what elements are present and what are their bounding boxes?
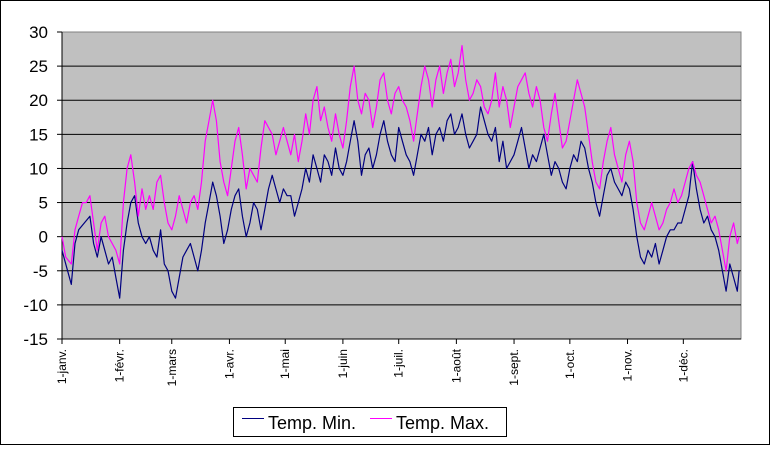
x-tick-label: 1-sept.: [507, 349, 521, 386]
legend-label-temp-max: Temp. Max.: [396, 413, 490, 433]
y-tick-label: 20: [29, 91, 48, 110]
gridlines: [62, 65, 741, 306]
legend-swatch-temp-min: [242, 418, 264, 419]
x-tick-label: 1-nov.: [621, 349, 635, 381]
y-tick-label: 10: [29, 159, 48, 178]
series-line-temp-min: [61, 106, 740, 299]
x-tick-label: 1-déc.: [676, 349, 690, 382]
x-axis: 1-janv. 1-févr. 1-mars 1-avr. 1-mai 1-juin 1-j…: [55, 338, 741, 386]
y-tick-label: -15: [23, 330, 48, 349]
x-tick-label: 1-mai: [278, 349, 292, 379]
y-tick-label: 30: [29, 23, 48, 42]
x-tick-label: 1-août: [449, 348, 463, 383]
y-tick-label: -10: [23, 296, 48, 315]
y-axis: 30 25 20 15 10 5 0 -5 -10 -15: [23, 23, 63, 349]
x-tick-label: 1-avr.: [222, 349, 236, 379]
series-lines: [61, 44, 740, 299]
x-tick-label: 1-juil.: [392, 349, 406, 378]
x-tick-label: 1-juin: [336, 349, 350, 378]
plot-area: [61, 31, 742, 340]
legend-swatch-temp-max: [370, 418, 392, 419]
y-tick-label: 5: [39, 194, 48, 213]
y-tick-label: -5: [33, 262, 48, 281]
series-line-temp-max: [61, 44, 740, 272]
y-tick-label: 0: [39, 228, 48, 247]
x-tick-label: 1-févr.: [113, 349, 127, 382]
x-tick-label: 1-oct.: [563, 349, 577, 379]
x-tick-label: 1-mars: [165, 349, 179, 386]
x-tick-label: 1-janv.: [55, 349, 69, 384]
y-tick-label: 15: [29, 125, 48, 144]
legend: Temp. Min. Temp. Max.: [233, 407, 507, 437]
y-tick-label: 25: [29, 57, 48, 76]
legend-label-temp-min: Temp. Min.: [268, 413, 357, 433]
